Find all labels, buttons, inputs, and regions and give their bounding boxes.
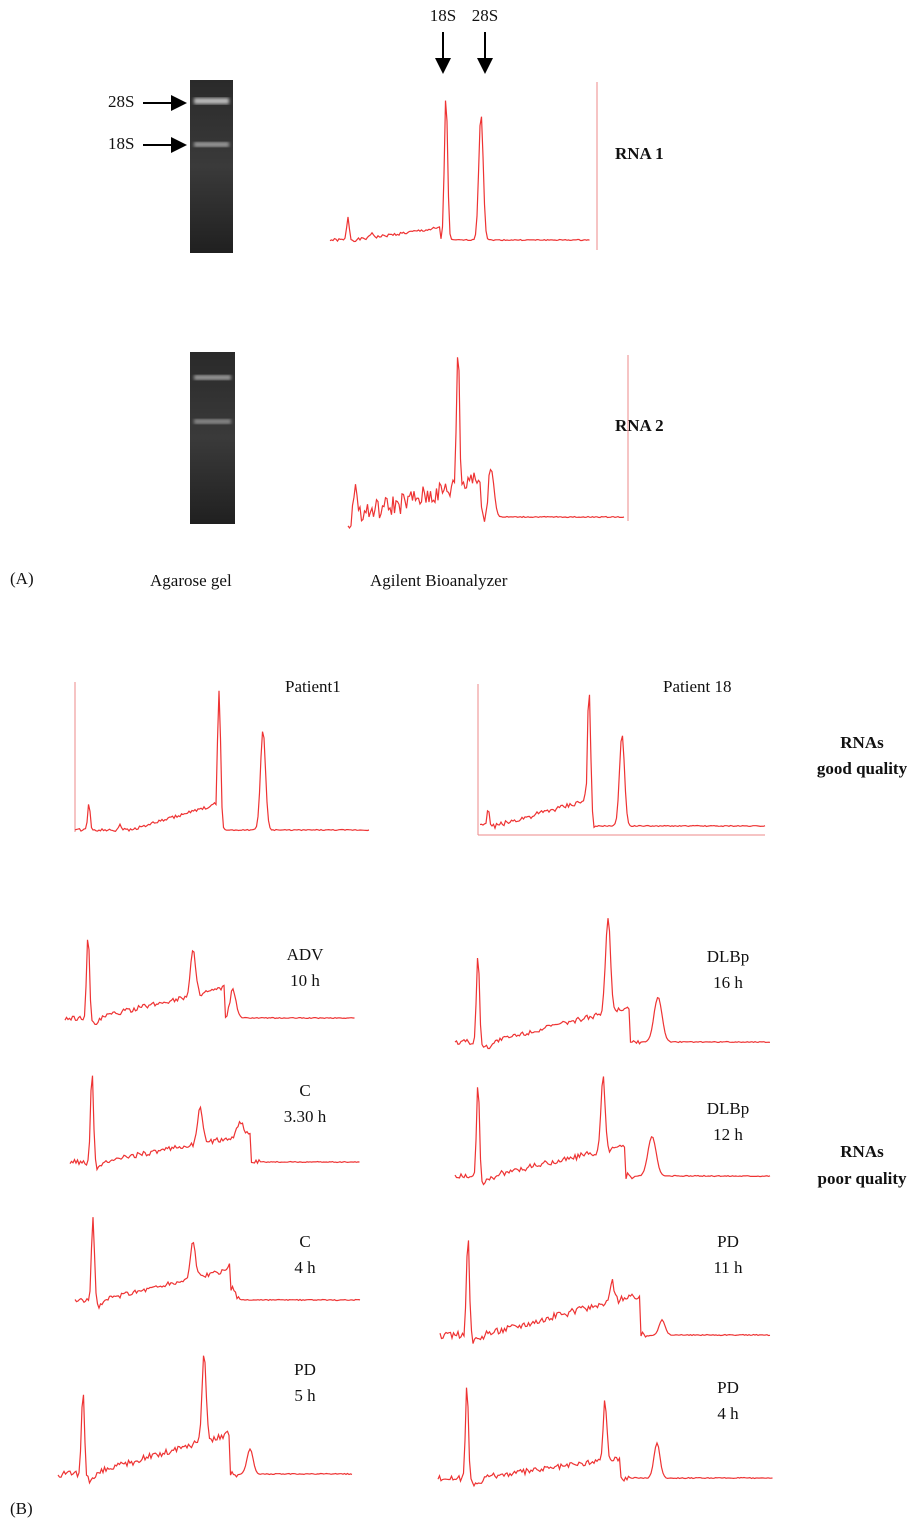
sample-time: 3.30 h xyxy=(284,1107,327,1126)
group-title: RNAs xyxy=(840,733,884,752)
sample-name: C xyxy=(299,1232,310,1251)
sample-name: ADV xyxy=(287,945,325,964)
sample-time: 16 h xyxy=(713,973,743,992)
gel xyxy=(190,80,235,524)
panel-label: (B) xyxy=(10,1499,33,1518)
patient-label: Patient 18 xyxy=(663,677,731,696)
trace xyxy=(440,1240,770,1343)
patient-label: Patient1 xyxy=(285,677,341,696)
gel-marker: 28S xyxy=(108,92,134,111)
group-title: good quality xyxy=(817,759,908,778)
peak-marker: 28S xyxy=(472,6,498,25)
sample-time: 10 h xyxy=(290,971,320,990)
sample-name: PD xyxy=(717,1378,739,1397)
caption: Agarose gel xyxy=(150,571,232,590)
group-title: RNAs xyxy=(840,1142,884,1161)
trace xyxy=(330,101,590,242)
gel-marker: 18S xyxy=(108,134,134,153)
trace xyxy=(348,357,624,528)
sample-name: DLBp xyxy=(707,947,750,966)
panel-label: (A) xyxy=(10,569,34,588)
sample-time: 5 h xyxy=(294,1386,316,1405)
caption: Agilent Bioanalyzer xyxy=(370,571,508,590)
sample-name: PD xyxy=(294,1360,316,1379)
trace xyxy=(75,691,369,832)
trace xyxy=(480,695,765,828)
sample-time: 11 h xyxy=(713,1258,743,1277)
trace xyxy=(438,1388,773,1486)
peak-marker: 18S xyxy=(430,6,456,25)
sample-name: C xyxy=(299,1081,310,1100)
sample-label: RNA 1 xyxy=(615,144,664,163)
figure: 28S 18S 18S 28S RNA 1 RNA 2 (A) Agarose … xyxy=(0,0,920,1523)
sample-name: DLBp xyxy=(707,1099,750,1118)
group-title: poor quality xyxy=(818,1169,907,1188)
sample-name: PD xyxy=(717,1232,739,1251)
sample-time: 4 h xyxy=(717,1404,739,1423)
sample-label: RNA 2 xyxy=(615,416,664,435)
sample-time: 4 h xyxy=(294,1258,316,1277)
sample-time: 12 h xyxy=(713,1125,743,1144)
trace xyxy=(75,1217,360,1308)
